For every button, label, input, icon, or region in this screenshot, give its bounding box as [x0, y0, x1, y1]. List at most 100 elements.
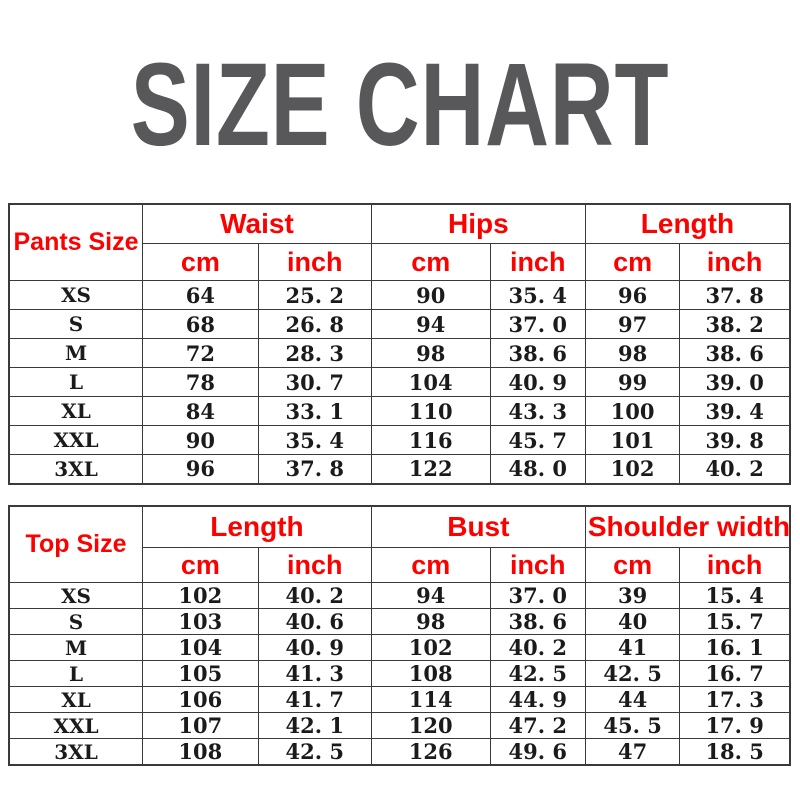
measurement-cell: 17. 3	[679, 686, 791, 713]
unit-header-inch: inch	[489, 547, 586, 583]
measurement-cell: 16. 7	[679, 660, 791, 687]
measurement-cell: 96	[584, 280, 681, 310]
measurement-cell: 108	[142, 738, 259, 766]
size-label-cell: XL	[8, 686, 144, 713]
measurement-cell: 42. 5	[489, 660, 586, 687]
size-label-cell: 3XL	[8, 738, 144, 766]
size-label-cell: XXL	[8, 425, 144, 455]
measurement-cell: 126	[370, 738, 491, 766]
unit-header-cm: cm	[142, 243, 259, 281]
measurement-cell: 18. 5	[679, 738, 791, 766]
measurement-cell: 40. 9	[257, 634, 372, 661]
table-row: 3XL 108 42. 5 126 49. 6 47 18. 5	[8, 738, 791, 766]
measurement-cell: 17. 9	[679, 712, 791, 739]
measurement-cell: 39	[584, 582, 681, 609]
measurement-cell: 37. 8	[257, 454, 372, 484]
row-header-top-size: Top Size	[8, 505, 144, 583]
measurement-cell: 107	[142, 712, 259, 739]
measurement-cell: 35. 4	[489, 280, 586, 310]
pants-size-table-body: XS 64 25. 2 90 35. 4 96 37. 8 S 68 26. 8 94 37. 0 97…	[8, 280, 791, 484]
table-row: XL 106 41. 7 114 44. 9 44 17. 3	[8, 686, 791, 713]
measurement-cell: 39. 4	[679, 396, 791, 426]
measurement-cell: 33. 1	[257, 396, 372, 426]
unit-header-inch: inch	[257, 547, 372, 583]
measurement-cell: 98	[370, 338, 491, 368]
measurement-cell: 110	[370, 396, 491, 426]
measurement-cell: 42. 5	[584, 660, 681, 687]
measurement-cell: 38. 6	[489, 338, 586, 368]
table-row: XS 64 25. 2 90 35. 4 96 37. 8	[8, 280, 791, 310]
size-label-cell: XS	[8, 582, 144, 609]
measurement-cell: 72	[142, 338, 259, 368]
page-title: SIZE CHART	[130, 39, 670, 171]
measurement-cell: 37. 8	[679, 280, 791, 310]
size-label-cell: L	[8, 660, 144, 687]
measurement-cell: 37. 0	[489, 309, 586, 339]
measurement-cell: 38. 2	[679, 309, 791, 339]
size-label-cell: XXL	[8, 712, 144, 739]
table-row: 3XL 96 37. 8 122 48. 0 102 40. 2	[8, 454, 791, 484]
measurement-cell: 44. 9	[489, 686, 586, 713]
measurement-cell: 78	[142, 367, 259, 397]
measurement-cell: 44	[584, 686, 681, 713]
measurement-cell: 39. 8	[679, 425, 791, 455]
measurement-cell: 106	[142, 686, 259, 713]
table-row: M 104 40. 9 102 40. 2 41 16. 1	[8, 634, 791, 661]
unit-header-cm: cm	[370, 243, 491, 281]
measurement-cell: 114	[370, 686, 491, 713]
measurement-cell: 40. 2	[489, 634, 586, 661]
measurement-cell: 38. 6	[489, 608, 586, 635]
measurement-cell: 102	[370, 634, 491, 661]
column-group-shoulder-width: Shoulder width	[584, 505, 791, 548]
measurement-cell: 90	[370, 280, 491, 310]
measurement-cell: 41. 3	[257, 660, 372, 687]
row-header-pants-size: Pants Size	[8, 203, 144, 281]
measurement-cell: 40. 2	[257, 582, 372, 609]
measurement-cell: 98	[370, 608, 491, 635]
size-label-cell: S	[8, 309, 144, 339]
measurement-cell: 104	[142, 634, 259, 661]
unit-header-inch: inch	[489, 243, 586, 281]
table-row: XS 102 40. 2 94 37. 0 39 15. 4	[8, 582, 791, 609]
measurement-cell: 16. 1	[679, 634, 791, 661]
group-header-row: Pants Size Waist Hips Length	[8, 203, 791, 281]
measurement-cell: 30. 7	[257, 367, 372, 397]
unit-header-cm: cm	[584, 547, 681, 583]
measurement-cell: 35. 4	[257, 425, 372, 455]
measurement-cell: 40. 9	[489, 367, 586, 397]
measurement-cell: 120	[370, 712, 491, 739]
measurement-cell: 47. 2	[489, 712, 586, 739]
measurement-cell: 108	[370, 660, 491, 687]
measurement-cell: 97	[584, 309, 681, 339]
measurement-cell: 122	[370, 454, 491, 484]
unit-header-inch: inch	[679, 243, 791, 281]
group-header-row: Top Size Length Bust Shoulder width	[8, 505, 791, 583]
top-size-table-body: XS 102 40. 2 94 37. 0 39 15. 4 S 103 40. 6 98 38. 6…	[8, 582, 791, 766]
measurement-cell: 100	[584, 396, 681, 426]
unit-header-cm: cm	[142, 547, 259, 583]
table-row: M 72 28. 3 98 38. 6 98 38. 6	[8, 338, 791, 368]
measurement-cell: 90	[142, 425, 259, 455]
measurement-cell: 102	[142, 582, 259, 609]
measurement-cell: 101	[584, 425, 681, 455]
measurement-cell: 105	[142, 660, 259, 687]
measurement-cell: 94	[370, 309, 491, 339]
measurement-cell: 94	[370, 582, 491, 609]
unit-header-inch: inch	[257, 243, 372, 281]
unit-header-inch: inch	[679, 547, 791, 583]
table-row: S 103 40. 6 98 38. 6 40 15. 7	[8, 608, 791, 635]
table-row: XXL 90 35. 4 116 45. 7 101 39. 8	[8, 425, 791, 455]
measurement-cell: 49. 6	[489, 738, 586, 766]
table-row: XXL 107 42. 1 120 47. 2 45. 5 17. 9	[8, 712, 791, 739]
column-group-hips: Hips	[370, 203, 586, 244]
size-label-cell: L	[8, 367, 144, 397]
size-label-cell: M	[8, 634, 144, 661]
measurement-cell: 47	[584, 738, 681, 766]
measurement-cell: 45. 7	[489, 425, 586, 455]
measurement-cell: 116	[370, 425, 491, 455]
column-group-bust: Bust	[370, 505, 586, 548]
measurement-cell: 41. 7	[257, 686, 372, 713]
measurement-cell: 15. 4	[679, 582, 791, 609]
measurement-cell: 28. 3	[257, 338, 372, 368]
